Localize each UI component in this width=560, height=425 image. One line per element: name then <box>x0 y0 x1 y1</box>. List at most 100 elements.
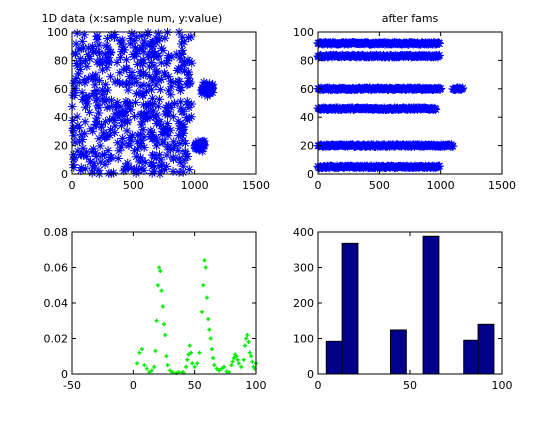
data-point <box>164 51 174 61</box>
data-point <box>112 102 122 112</box>
data-point <box>96 157 106 167</box>
data-point <box>167 52 177 62</box>
data-point <box>247 350 252 355</box>
data-point <box>137 350 142 355</box>
data-point <box>126 105 136 115</box>
data-point <box>184 33 194 43</box>
bars <box>325 235 495 375</box>
data-point <box>137 109 147 119</box>
data-point <box>138 40 148 50</box>
data-point <box>104 56 114 66</box>
data-point <box>179 122 189 132</box>
data-point <box>182 80 192 90</box>
data-point <box>84 107 94 117</box>
data-point <box>172 65 182 75</box>
subplot-raw-data: 1D data (x:sample num, y:value) 0 500 1000… <box>42 12 270 192</box>
data-point <box>70 76 80 86</box>
data-point <box>142 101 152 111</box>
data-point <box>145 72 155 82</box>
data-point <box>139 132 149 142</box>
data-point <box>138 90 148 100</box>
y-tick-label: 40 <box>300 111 314 124</box>
data-point <box>92 117 102 127</box>
subplot-after-fams: after fams 0 500 1000 1500 0 20 40 60 80 100 <box>293 12 516 192</box>
data-point <box>127 72 137 82</box>
data-point <box>206 316 211 321</box>
data-point <box>144 80 154 90</box>
data-point <box>148 150 158 160</box>
y-tick-label: 80 <box>54 54 68 67</box>
data-point <box>81 147 91 157</box>
data-point <box>174 82 184 92</box>
data-point <box>90 75 100 85</box>
data-point <box>121 55 131 65</box>
histogram-bar <box>463 339 481 375</box>
data-point <box>106 95 116 105</box>
data-point <box>71 74 81 84</box>
data-point <box>166 103 176 113</box>
y-tick-label: 0.04 <box>44 297 69 310</box>
data-point <box>114 78 124 88</box>
data-point <box>139 165 149 175</box>
data-point <box>245 332 250 337</box>
data-point <box>142 113 152 123</box>
data-point <box>184 164 194 174</box>
data-point <box>78 143 88 153</box>
data-point <box>179 128 189 138</box>
data-point <box>98 58 108 68</box>
data-point <box>85 157 95 167</box>
data-point <box>98 128 108 138</box>
data-point <box>92 94 102 104</box>
cluster-row <box>313 103 441 115</box>
cluster-row <box>313 38 444 49</box>
data-point <box>91 70 101 80</box>
data-point <box>130 43 140 53</box>
data-point <box>157 265 162 270</box>
data-point <box>197 350 202 355</box>
data-point <box>131 152 141 162</box>
cluster-row <box>313 140 458 151</box>
data-point <box>121 107 131 117</box>
data-point <box>136 129 146 139</box>
data-point <box>434 50 444 60</box>
data-point <box>101 117 111 127</box>
data-point <box>144 366 149 371</box>
data-point <box>149 61 159 71</box>
data-point <box>116 142 126 152</box>
data-points <box>313 38 468 173</box>
data-point <box>107 152 117 162</box>
data-point <box>141 112 151 122</box>
data-point <box>100 132 110 142</box>
data-point <box>184 364 189 369</box>
data-point <box>132 77 142 87</box>
data-point <box>152 364 157 369</box>
histogram-bar <box>341 242 359 375</box>
data-point <box>169 98 179 108</box>
data-point <box>175 153 185 163</box>
data-point <box>120 117 130 127</box>
data-point <box>138 125 148 135</box>
data-point <box>126 163 136 173</box>
data-point <box>122 126 132 136</box>
data-point <box>135 66 145 76</box>
data-point <box>145 62 155 72</box>
y-tick-label: 0.02 <box>44 333 69 346</box>
data-point <box>134 165 144 175</box>
data-point <box>162 118 172 128</box>
data-point <box>105 115 115 125</box>
data-point <box>184 67 194 77</box>
data-point <box>159 137 169 147</box>
data-point <box>434 161 444 171</box>
data-point <box>156 155 166 165</box>
data-point <box>229 363 234 368</box>
data-point <box>75 123 85 133</box>
data-point <box>434 38 444 48</box>
data-point <box>139 100 149 110</box>
data-point <box>110 121 120 131</box>
data-point <box>133 136 143 146</box>
data-point <box>163 332 168 337</box>
data-point <box>139 36 149 46</box>
x-tick-label: 0 <box>130 379 137 392</box>
data-point <box>188 350 193 355</box>
